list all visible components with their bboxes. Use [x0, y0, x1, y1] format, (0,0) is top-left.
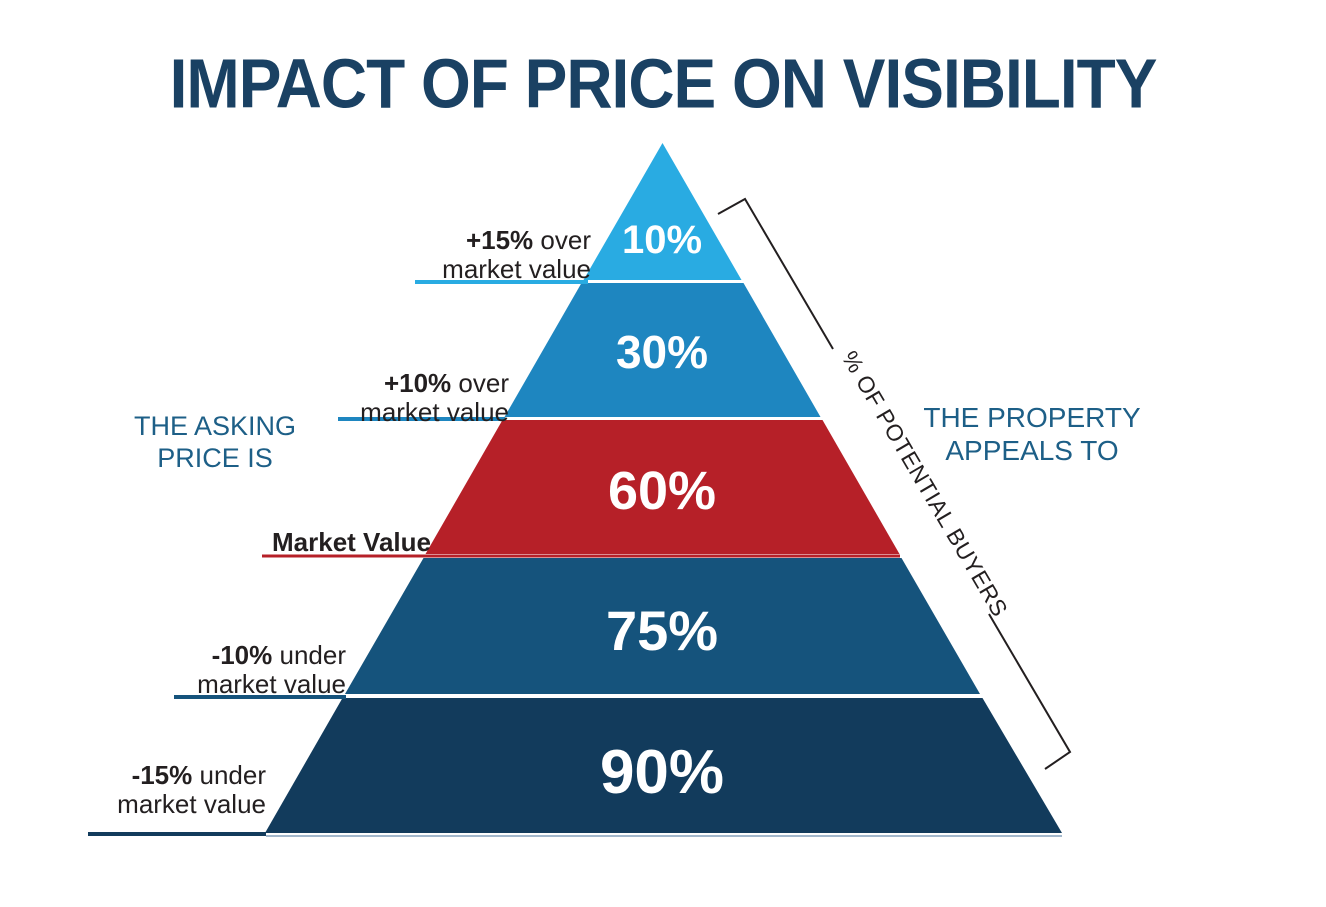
left-heading: THE ASKING PRICE IS: [100, 411, 330, 475]
price-label-level-5: -15% under market value: [117, 760, 266, 820]
left-heading-line1: THE ASKING: [133, 411, 297, 441]
price-label-level-1: +15% over market value: [442, 225, 591, 285]
price-label-level-4: -10% under market value: [197, 640, 346, 700]
level-3-value: 60%: [608, 461, 716, 521]
right-heading-line2: APPEALS TO: [945, 435, 1119, 467]
pyramid-level-5: [265, 698, 1062, 833]
pyramid-level-2: [504, 283, 821, 417]
price-label-line2: market value: [197, 669, 346, 700]
price-label-line1: +15% over: [465, 225, 591, 255]
price-label-line2: market value: [117, 789, 266, 820]
right-heading: THE PROPERTY APPEALS TO: [912, 401, 1152, 467]
price-label-line1: -15% under: [131, 760, 266, 790]
pyramid-level-1: [583, 143, 742, 280]
right-heading-line1: THE PROPERTY: [923, 402, 1141, 433]
bracket-top-segment: [717, 197, 834, 350]
level-2-value: 30%: [616, 326, 708, 378]
page-title: IMPACT OF PRICE ON VISIBILITY: [169, 45, 1158, 123]
level-1-value: 10%: [622, 218, 702, 262]
price-label-line2: market value: [360, 397, 509, 428]
pyramid-level-3: [425, 420, 900, 554]
price-label-level-2: +10% over market value: [360, 368, 509, 428]
price-label-line1: -10% under: [211, 640, 346, 670]
price-label-line2: market value: [442, 254, 591, 285]
price-label-line1: Market Value: [272, 527, 431, 557]
price-label-line1: +10% over: [383, 368, 509, 398]
pyramid-level-4: [345, 558, 980, 694]
bracket-bottom-segment: [988, 613, 1072, 770]
price-label-market-value: Market Value: [272, 527, 431, 557]
level-5-value: 90%: [600, 738, 724, 807]
left-heading-line2: PRICE IS: [157, 442, 273, 473]
level-4-value: 75%: [606, 599, 718, 662]
